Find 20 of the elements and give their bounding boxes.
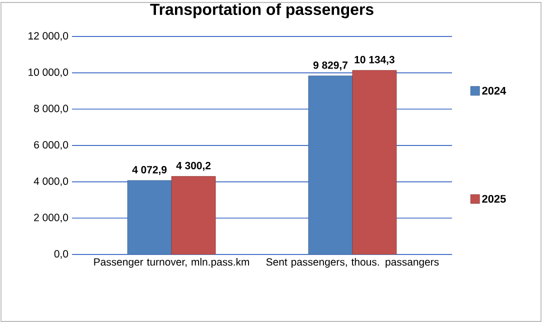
bar <box>127 180 172 254</box>
x-tick-label: Passenger turnover, mln.pass.km <box>94 258 250 268</box>
y-tick-label: 10 000,0 <box>28 68 68 77</box>
y-tick-label: 0,0 <box>54 250 68 259</box>
y-tick-label: 2 000,0 <box>34 214 68 222</box>
data-label: 4 300,2 <box>176 162 211 171</box>
data-label: 4 072,9 <box>132 166 167 175</box>
y-tick-label: 6 000,0 <box>34 140 68 150</box>
y-tick-label: 12 000,0 <box>28 32 68 41</box>
chart-title: Transportation of passengers <box>150 3 374 18</box>
bar <box>308 75 353 254</box>
y-tick-label: 4 000,0 <box>34 177 68 186</box>
data-label: 9 829,7 <box>313 61 348 70</box>
legend-label: 2024 <box>482 86 506 94</box>
bar <box>352 70 397 254</box>
legend-label: 2025 <box>482 194 506 202</box>
bar <box>171 176 216 254</box>
x-tick-label: Sent passengers, thous. passangers <box>266 258 439 268</box>
data-label: 10 134,3 <box>354 56 394 65</box>
y-tick-label: 8 000,0 <box>34 104 68 114</box>
